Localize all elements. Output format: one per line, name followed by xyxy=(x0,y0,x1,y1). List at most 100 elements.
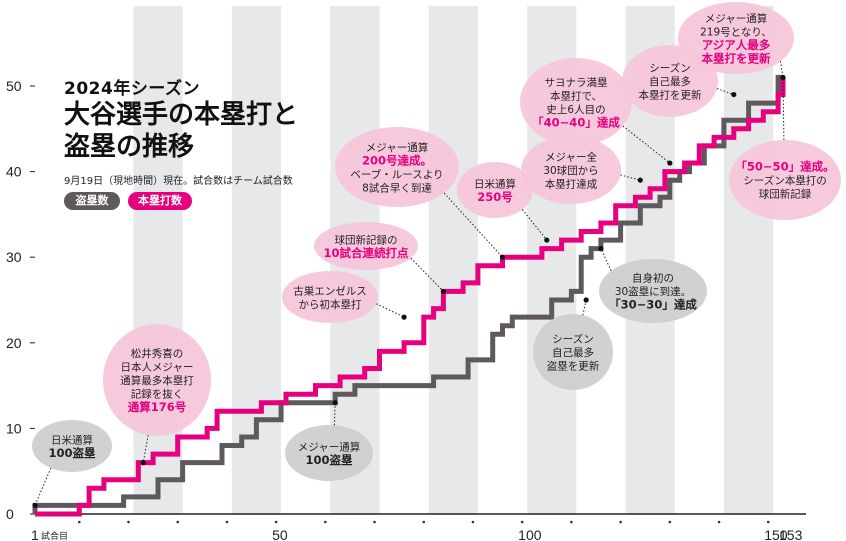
annotation-leader xyxy=(521,209,548,241)
annotation-leader xyxy=(622,125,671,164)
annotation-text: 8試合早く到達 xyxy=(362,181,432,194)
annotation-bubble xyxy=(520,58,632,146)
annotation-text: 史上6人目の xyxy=(546,104,605,116)
annotation-marker xyxy=(780,74,786,81)
annotation-text: 本塁打を更新 xyxy=(639,89,702,102)
annotation-leader xyxy=(34,467,52,506)
chart-title-line2: 盗塁の推移 xyxy=(64,132,195,162)
annotation-bubble xyxy=(335,127,459,207)
homers-line xyxy=(35,77,786,517)
annotation-marker xyxy=(667,160,673,166)
x-tick-label: 50 xyxy=(272,527,288,541)
x-minor-tick xyxy=(176,520,180,524)
annotation-marker xyxy=(32,502,38,509)
steals-line xyxy=(32,74,783,514)
x-minor-tick xyxy=(570,520,573,524)
annotation-text: 「40−40」達成 xyxy=(532,115,620,129)
annotation-marker xyxy=(140,460,146,466)
annotation-marker xyxy=(731,91,737,98)
annotation-text: シーズン本塁打の xyxy=(743,174,826,187)
season-label: 2024年シーズン xyxy=(64,79,200,99)
x-minor-tick xyxy=(324,520,327,524)
x-minor-tick xyxy=(766,520,770,524)
chart-header: 2024年シーズン 大谷選手の本塁打と 盗塁の推移 xyxy=(64,74,298,163)
x-minor-tick xyxy=(225,520,229,524)
y-tick-label: 10 xyxy=(6,420,22,436)
annotation-bubble xyxy=(521,136,621,204)
annotation-marker xyxy=(401,314,407,320)
annotation-text: 古巣エンゼルス xyxy=(293,284,367,297)
annotation-bubble xyxy=(533,314,613,390)
annotation-bubble xyxy=(678,2,794,74)
annotation-text: シーズン xyxy=(649,62,690,75)
data-note: 9月19日（現地時間）現在。試合数はチーム試合数 xyxy=(64,176,293,187)
annotation-bubble xyxy=(285,425,373,481)
x-minor-tick xyxy=(373,520,376,524)
annotation-text: 30球団から xyxy=(543,164,598,177)
x-minor-tick xyxy=(668,520,672,524)
annotation-text: 通算最多本塁打 xyxy=(120,374,194,387)
annotation-bubble xyxy=(32,420,112,472)
annotation-text: アジア人最多 xyxy=(702,38,771,52)
y-tick-label: 50 xyxy=(6,78,22,94)
x-tick-label: 100 xyxy=(518,527,542,541)
annotation-bubble xyxy=(599,259,707,323)
annotation-marker xyxy=(499,254,506,260)
x-minor-tick xyxy=(274,520,278,524)
legend-homers: 本塁打数 xyxy=(128,192,192,210)
annotation-marker xyxy=(637,177,643,183)
annotation-text: シーズン xyxy=(552,333,593,346)
annotation-text: メジャー通算 xyxy=(705,12,767,25)
x-minor-tick xyxy=(127,520,130,524)
annotation-bubble xyxy=(282,271,378,323)
annotation-marker xyxy=(598,246,604,252)
chart-title-line1: 大谷選手の本塁打と xyxy=(64,100,299,130)
annotation-leader xyxy=(443,192,503,258)
annotation-marker xyxy=(544,237,550,243)
annotation-text: 「30−30」達成 xyxy=(609,298,697,312)
annotation-text: 219号となり、 xyxy=(700,26,772,38)
annotation-marker xyxy=(332,400,338,406)
annotation-text: メジャー通算 xyxy=(366,141,428,154)
annotation-text: 日米通算 xyxy=(474,177,516,190)
y-tick-label: 0 xyxy=(6,506,14,522)
annotation-leader xyxy=(142,435,149,463)
annotation-text: ベーブ・ルースより xyxy=(350,168,443,181)
annotation-marker xyxy=(583,297,589,303)
annotation-text: 球団新記録 xyxy=(759,188,812,201)
annotation-text: 日本人メジャー xyxy=(121,361,194,374)
annotation-leader xyxy=(333,402,336,426)
annotation-text: 100盗塁 xyxy=(305,453,353,467)
annotation-bubble xyxy=(103,324,211,436)
annotation-text: 日米通算 xyxy=(51,433,93,446)
annotation-text: サヨナラ満塁 xyxy=(545,77,608,89)
x-tick-label: 1 xyxy=(31,527,39,541)
y-tick-label: 30 xyxy=(6,249,22,265)
annotation-text: 本塁打を更新 xyxy=(702,51,771,65)
x-tick-suffix: 試合目 xyxy=(41,530,68,541)
annotation-bubble xyxy=(314,222,418,270)
annotation-text: 記録を抜く xyxy=(131,388,184,401)
annotation-text: メジャー通算 xyxy=(298,440,360,453)
legend-steals: 盗塁数 xyxy=(64,192,120,210)
x-tick-label: 150 xyxy=(764,527,788,541)
annotation-marker xyxy=(440,288,447,295)
x-minor-tick xyxy=(717,520,721,524)
annotation-text: 30盗塁に到達。 xyxy=(615,285,691,298)
annotation-text: 自己最多 xyxy=(552,346,594,359)
annotation-text: 250号 xyxy=(477,190,513,204)
annotation-text: 本塁打達成 xyxy=(545,178,598,191)
annotation-leader xyxy=(779,61,784,78)
y-tick-label: 40 xyxy=(6,164,22,180)
annotation-text: 200号達成。 xyxy=(362,153,432,167)
x-minor-tick xyxy=(422,520,426,524)
x-minor-tick xyxy=(471,520,475,524)
